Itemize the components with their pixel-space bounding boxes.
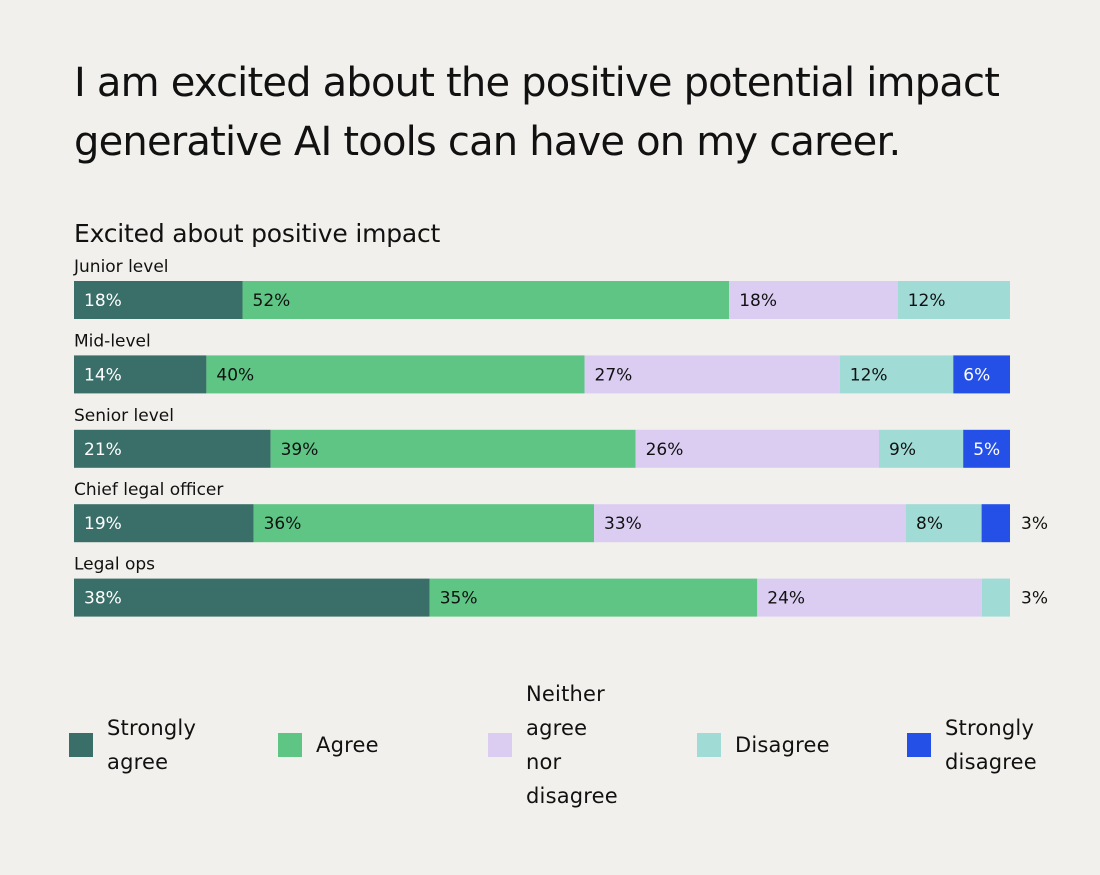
data-label-mid-level-strongly-agree: 14% — [84, 365, 122, 385]
data-label-mid-level-neither-agree-nor-disagree: 27% — [595, 365, 633, 385]
legend-label: Agree — [316, 733, 379, 757]
legend-swatch — [69, 733, 93, 757]
data-label-junior-level-neither-agree-nor-disagree: 18% — [739, 291, 777, 311]
data-label-junior-level-agree: 52% — [253, 291, 291, 311]
data-label-mid-level-agree: 40% — [216, 365, 254, 385]
bar-segment-senior-level-strongly-disagree — [963, 429, 1010, 468]
data-label-junior-level-disagree: 12% — [908, 291, 946, 311]
legend-swatch — [488, 733, 512, 757]
legend-swatch — [907, 733, 931, 757]
data-label-chief-legal-officer-disagree: 8% — [916, 514, 943, 534]
category-label-senior-level: Senior level — [74, 406, 174, 426]
legend-item-strongly-agree: Strongly agree — [69, 680, 196, 810]
legend-item-agree: Agree — [278, 680, 379, 810]
bar-segment-legal-ops-disagree — [981, 578, 1010, 617]
data-label-junior-level-strongly-agree: 18% — [84, 291, 122, 311]
data-label-senior-level-strongly-disagree: 5% — [973, 440, 1000, 460]
data-label-legal-ops-strongly-agree: 38% — [84, 589, 122, 609]
stacked-bar-chart: Junior level 18% 52% 18% 12% Mid-level 14% 40% 2… — [73, 257, 1048, 617]
bar-segment-junior-level-strongly-agree — [74, 281, 243, 319]
bar-segment-senior-level-neither-agree-nor-disagree — [635, 429, 879, 468]
chart-title: I am excited about the positive potentia… — [74, 60, 1000, 165]
category-label-mid-level: Mid-level — [74, 331, 151, 351]
data-label-chief-legal-officer-agree: 36% — [264, 514, 302, 534]
chart-subtitle: Excited about positive impact — [74, 219, 441, 248]
data-label-legal-ops-neither-agree-nor-disagree: 24% — [767, 589, 805, 609]
bar-segment-chief-legal-officer-disagree — [906, 504, 982, 543]
data-label-mid-level-disagree: 12% — [850, 365, 888, 385]
data-label-senior-level-neither-agree-nor-disagree: 26% — [646, 440, 684, 460]
bar-segment-junior-level-agree — [242, 281, 730, 319]
bar-segment-legal-ops-strongly-agree — [74, 578, 430, 617]
bar-segment-mid-level-agree — [206, 355, 585, 394]
bar-segment-junior-level-disagree — [897, 281, 1010, 319]
data-label-senior-level-disagree: 9% — [889, 440, 916, 460]
data-label-senior-level-strongly-agree: 21% — [84, 440, 122, 460]
bar-segment-senior-level-disagree — [879, 429, 964, 468]
bar-segment-mid-level-disagree — [839, 355, 954, 394]
data-label-senior-level-agree: 39% — [281, 440, 319, 460]
legend-item-strongly-disagree: Strongly disagree — [907, 680, 1037, 810]
legend-swatch — [278, 733, 302, 757]
legend-label: Disagree — [735, 733, 830, 757]
category-label-chief-legal-officer: Chief legal officer — [74, 480, 223, 500]
data-label-chief-legal-officer-neither-agree-nor-disagree: 33% — [604, 514, 642, 534]
bar-segment-chief-legal-officer-neither-agree-nor-disagree — [594, 504, 906, 543]
bar-segment-mid-level-strongly-agree — [74, 355, 207, 394]
bar-segment-senior-level-agree — [270, 429, 636, 468]
data-label-chief-legal-officer-strongly-disagree: 3% — [1021, 514, 1048, 534]
bar-segment-chief-legal-officer-strongly-disagree — [981, 504, 1010, 543]
data-label-chief-legal-officer-strongly-agree: 19% — [84, 514, 122, 534]
bar-segment-mid-level-strongly-disagree — [953, 355, 1010, 394]
legend-label: Strongly disagree — [945, 716, 1037, 774]
legend-label: Strongly agree — [107, 716, 197, 774]
bar-segment-mid-level-neither-agree-nor-disagree — [584, 355, 840, 394]
legend-label: Neither agree nor disagree — [526, 682, 618, 808]
bar-segment-chief-legal-officer-agree — [253, 504, 594, 543]
data-label-legal-ops-disagree: 3% — [1021, 589, 1048, 609]
bar-segment-chief-legal-officer-strongly-agree — [74, 504, 254, 543]
data-label-legal-ops-agree: 35% — [440, 589, 478, 609]
bar-segment-legal-ops-agree — [429, 578, 758, 617]
category-label-junior-level: Junior level — [73, 257, 169, 277]
category-label-legal-ops: Legal ops — [74, 555, 155, 575]
legend-swatch — [697, 733, 721, 757]
bar-segment-legal-ops-neither-agree-nor-disagree — [757, 578, 982, 617]
legend-item-disagree: Disagree — [697, 680, 830, 810]
bar-segment-senior-level-strongly-agree — [74, 429, 271, 468]
legend-item-neither: Neither agree nor disagree — [488, 680, 618, 810]
bar-segment-junior-level-neither-agree-nor-disagree — [729, 281, 898, 319]
data-label-mid-level-strongly-disagree: 6% — [963, 365, 990, 385]
